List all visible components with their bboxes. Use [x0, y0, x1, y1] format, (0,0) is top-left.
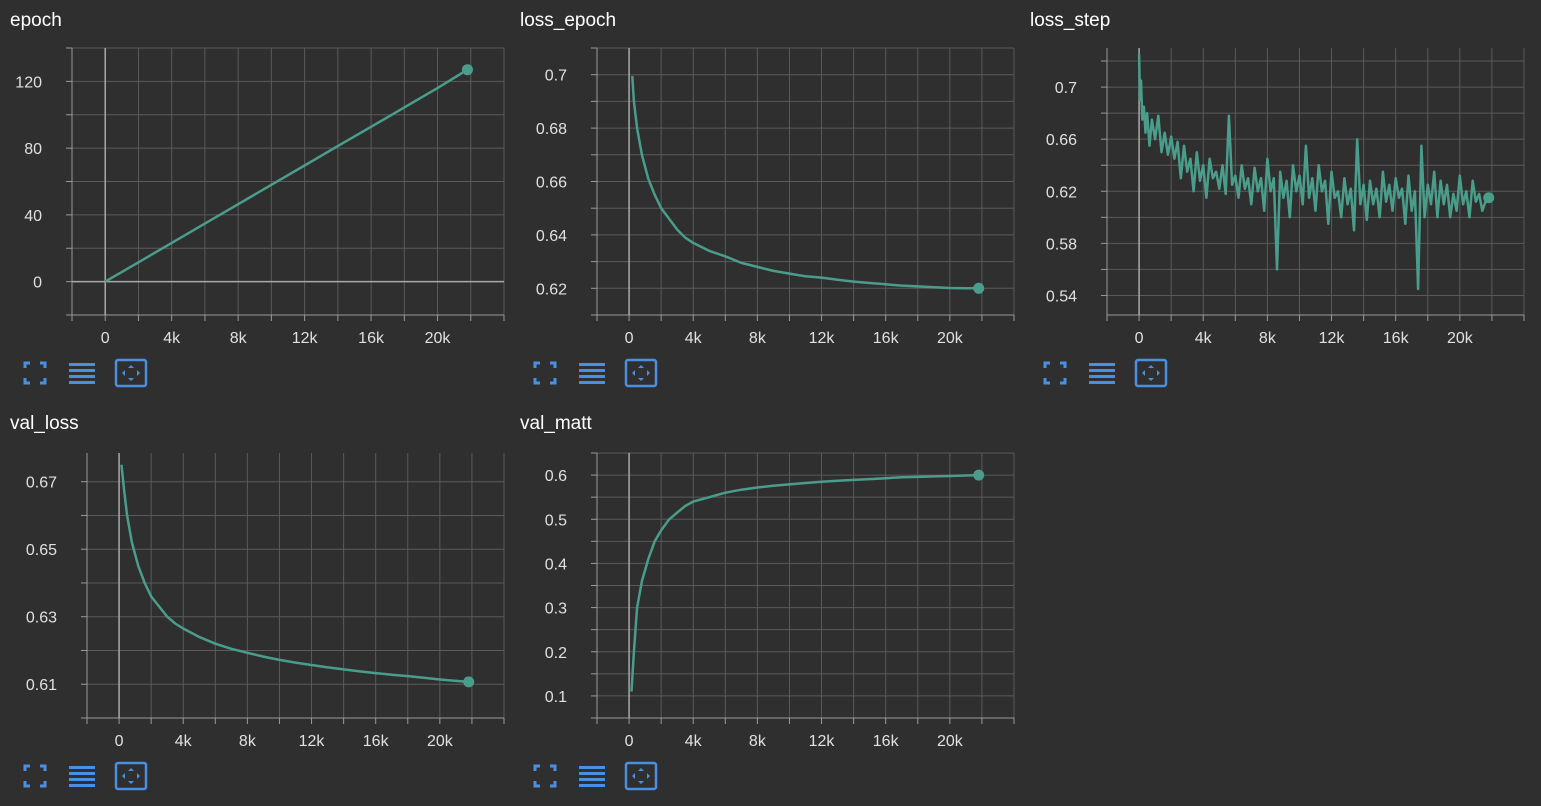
fit-domain-icon[interactable]	[114, 358, 148, 388]
x-tick-label: 16k	[873, 733, 900, 750]
list-icon[interactable]	[577, 761, 607, 791]
series-line	[1137, 54, 1490, 291]
x-tick-label: 4k	[163, 330, 181, 347]
fit-domain-icon[interactable]	[114, 761, 148, 791]
chart-title: epoch	[10, 10, 62, 31]
x-tick-label: 0	[625, 330, 634, 347]
last-point	[973, 282, 985, 294]
y-tick-label: 0.58	[1046, 236, 1077, 253]
y-tick-label: 0.62	[536, 281, 567, 298]
chart-plot[interactable]: 0 4k 8k 12k 16k 20k 0.62 0.64 0.66 0.68 0.7	[510, 0, 1020, 347]
x-tick-label: 20k	[425, 330, 452, 347]
y-tick-label: 0.7	[545, 68, 567, 85]
chart-title: val_matt	[520, 413, 592, 434]
x-tick-label: 16k	[358, 330, 385, 347]
x-tick-label: 16k	[873, 330, 900, 347]
y-tick-label: 0.65	[26, 542, 57, 559]
x-tick-label: 16k	[1383, 330, 1410, 347]
x-tick-label: 8k	[749, 733, 767, 750]
fit-domain-icon[interactable]	[624, 761, 658, 791]
x-tick-label: 16k	[363, 733, 390, 750]
x-tick-label: 4k	[1195, 330, 1213, 347]
y-tick-label: 0.64	[536, 228, 567, 245]
chart-card-val-loss: val_loss 0 4k 8k 12k 16k 20k 0.61 0.63 0.65 0.67	[0, 403, 510, 806]
y-tick-label: 0.6	[545, 468, 567, 485]
y-tick-label: 0.4	[545, 556, 567, 573]
y-tick-label: 0.3	[545, 601, 567, 618]
x-tick-label: 8k	[1259, 330, 1277, 347]
grid	[596, 47, 1015, 316]
x-tick-label: 20k	[937, 330, 964, 347]
y-tick-label: 0.2	[545, 645, 567, 662]
y-tick-label: 80	[24, 141, 42, 158]
series-line	[104, 68, 469, 283]
y-tick-label: 0.54	[1046, 288, 1077, 305]
x-tick-label: 0	[115, 733, 124, 750]
x-tick-label: 4k	[685, 733, 703, 750]
y-tick-label: 0.5	[545, 512, 567, 529]
last-point	[973, 469, 985, 481]
chart-card-val-matt: val_matt 0 4k 8k 12k 16k 20k 0.1 0.2 0.3 0.4 0.5 0.…	[510, 403, 1020, 806]
x-tick-label: 0	[625, 733, 634, 750]
chart-plot[interactable]: 0 4k 8k 12k 16k 20k 0.1 0.2 0.3 0.4 0.5 0.6	[510, 403, 1020, 750]
y-tick-label: 0	[33, 275, 42, 292]
fullscreen-icon[interactable]	[20, 358, 50, 388]
list-icon[interactable]	[67, 761, 97, 791]
list-icon[interactable]	[67, 358, 97, 388]
last-point	[461, 64, 473, 76]
series-line	[120, 464, 469, 684]
last-point	[1483, 192, 1495, 204]
y-tick-label: 0.62	[1046, 184, 1077, 201]
chart-plot[interactable]: 0 4k 8k 12k 16k 20k 0 40 80 120	[0, 0, 510, 347]
x-tick-label: 12k	[292, 330, 319, 347]
grid	[596, 452, 1015, 719]
fit-domain-icon[interactable]	[1134, 358, 1168, 388]
chart-plot[interactable]: 0 4k 8k 12k 16k 20k 0.54 0.58 0.62 0.66 0.7	[1020, 0, 1530, 347]
x-tick-label: 12k	[809, 330, 836, 347]
x-tick-label: 12k	[809, 733, 836, 750]
last-point	[463, 676, 475, 688]
y-tick-label: 0.7	[1055, 80, 1077, 97]
y-tick-label: 0.66	[536, 175, 567, 192]
chart-card-epoch: epoch 0 4k 8k 12k 16k 20k 0 40 80 120	[0, 0, 510, 403]
y-tick-label: 0.61	[26, 677, 57, 694]
x-tick-label: 12k	[1319, 330, 1346, 347]
fullscreen-icon[interactable]	[530, 761, 560, 791]
x-tick-label: 8k	[230, 330, 248, 347]
x-tick-label: 20k	[427, 733, 454, 750]
y-tick-label: 0.1	[545, 689, 567, 706]
x-tick-label: 0	[101, 330, 110, 347]
chart-card-loss-epoch: loss_epoch 0 4k 8k 12k 16k 20k 0.62 0.64 0.66 0.6…	[510, 0, 1020, 403]
x-tick-label: 12k	[299, 733, 326, 750]
y-tick-label: 0.66	[1046, 132, 1077, 149]
list-icon[interactable]	[577, 358, 607, 388]
chart-card-loss-step: loss_step 0 4k 8k 12k 16k 20k 0.54 0.58 0.62 0.66…	[1020, 0, 1530, 403]
chart-title: loss_epoch	[520, 10, 617, 31]
list-icon[interactable]	[1087, 358, 1117, 388]
series-line	[630, 473, 979, 692]
y-tick-label: 120	[15, 74, 42, 91]
x-tick-label: 4k	[175, 733, 193, 750]
chart-title: loss_step	[1030, 10, 1111, 31]
y-tick-label: 0.63	[26, 610, 57, 627]
x-tick-label: 20k	[1447, 330, 1474, 347]
x-tick-label: 4k	[685, 330, 703, 347]
x-tick-label: 20k	[937, 733, 964, 750]
y-tick-label: 0.67	[26, 475, 57, 492]
fullscreen-icon[interactable]	[530, 358, 560, 388]
fit-domain-icon[interactable]	[624, 358, 658, 388]
x-tick-label: 8k	[239, 733, 257, 750]
fullscreen-icon[interactable]	[1040, 358, 1070, 388]
grid	[86, 453, 505, 719]
x-tick-label: 0	[1135, 330, 1144, 347]
y-tick-label: 0.68	[536, 121, 567, 138]
y-tick-label: 40	[24, 208, 42, 225]
x-tick-label: 8k	[749, 330, 767, 347]
fullscreen-icon[interactable]	[20, 761, 50, 791]
series-line	[631, 75, 979, 290]
chart-title: val_loss	[10, 413, 79, 434]
chart-plot[interactable]: 0 4k 8k 12k 16k 20k 0.61 0.63 0.65 0.67	[0, 403, 510, 750]
